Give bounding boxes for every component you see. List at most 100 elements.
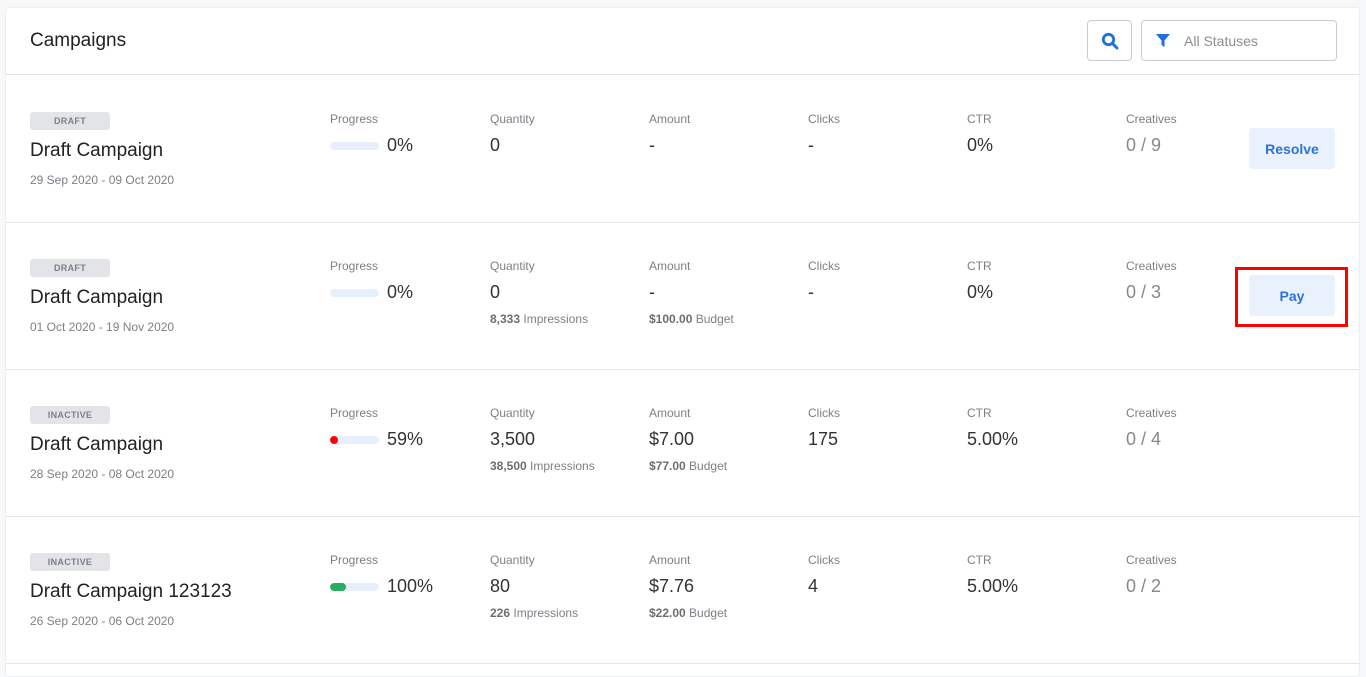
creatives-total: / 4 [1141,429,1162,449]
ctr-label: CTR [967,406,992,420]
clicks-label: Clicks [808,406,840,420]
campaign-dates: 28 Sep 2020 - 08 Oct 2020 [30,467,175,481]
progress-column: Progress 0% [330,112,413,156]
search-icon [1101,32,1118,49]
ctr-label: CTR [967,259,992,273]
creatives-column: Creatives 0 / 4 [1126,406,1177,450]
search-button[interactable] [1087,20,1132,61]
progress-value: 59% [387,429,424,449]
budget-label: Budget [689,606,728,620]
quantity-column: Quantity 0 [490,112,535,156]
creatives-label: Creatives [1126,553,1177,567]
ctr-value: 0% [967,135,994,155]
clicks-label: Clicks [808,553,840,567]
status-badge: INACTIVE [30,553,110,571]
creatives-total: / 9 [1141,135,1162,155]
quantity-value: 3,500 [490,429,536,449]
amount-value: - [649,135,655,155]
quantity-label: Quantity [490,112,535,126]
clicks-label: Clicks [808,112,840,126]
creatives-label: Creatives [1126,259,1177,273]
creatives-column: Creatives 0 / 2 [1126,553,1177,597]
progress-label: Progress [330,259,379,273]
amount-column: Amount $7.00 $77.00 Budget [649,406,727,473]
impressions-label: Impressions [513,606,579,620]
impressions-info: 38,500 Impressions [490,459,595,473]
progress-bar [330,435,379,444]
impressions-label: Impressions [523,312,589,326]
amount-label: Amount [649,112,691,126]
budget-amount: $77.00 [649,459,686,473]
amount-value: - [649,282,655,302]
campaign-row[interactable]: INACTIVE Draft Campaign 28 Sep 2020 - 08… [6,370,1359,517]
progress-column: Progress 0% [330,259,413,303]
campaign-name[interactable]: Draft Campaign [30,140,164,161]
status-badge: DRAFT [30,259,110,277]
amount-column: Amount $7.76 $22.00 Budget [649,553,727,620]
progress-bar [330,141,379,150]
status-badge: DRAFT [30,112,110,130]
impressions-count: 226 [490,606,511,620]
progress-label: Progress [330,406,379,420]
quantity-column: Quantity 0 8,333 Impressions [490,259,588,326]
quantity-label: Quantity [490,259,535,273]
impressions-label: Impressions [530,459,595,473]
campaign-row[interactable]: DRAFT Draft Campaign 01 Oct 2020 - 19 No… [6,223,1359,370]
progress-bar [330,582,379,591]
campaign-dates: 26 Sep 2020 - 06 Oct 2020 [30,614,175,628]
resolve-button[interactable]: Resolve [1249,128,1335,169]
creatives-total: / 3 [1141,282,1162,302]
amount-label: Amount [649,259,691,273]
budget-info: $22.00 Budget [649,606,727,620]
progress-bar-fill [330,582,347,591]
clicks-column: Clicks 175 [808,406,840,450]
campaign-name[interactable]: Draft Campaign 123123 [30,581,232,602]
status-badge: INACTIVE [30,406,110,424]
campaign-row[interactable]: DRAFT Draft Campaign 29 Sep 2020 - 09 Oc… [6,76,1359,223]
creatives-done: 0 [1126,576,1137,596]
clicks-column: Clicks 4 [808,553,840,597]
campaign-dates: 01 Oct 2020 - 19 Nov 2020 [30,320,175,334]
quantity-column: Quantity 3,500 38,500 Impressions [490,406,595,473]
creatives-done: 0 [1126,429,1137,449]
campaign-row[interactable]: INACTIVE Draft Campaign 123123 26 Sep 20… [6,517,1359,664]
quantity-label: Quantity [490,406,535,420]
progress-bar-fill [330,435,338,444]
campaign-name[interactable]: Draft Campaign [30,287,164,308]
progress-label: Progress [330,553,379,567]
amount-label: Amount [649,406,691,420]
impressions-info: 8,333 Impressions [490,312,588,326]
amount-value: $7.00 [649,429,695,449]
ctr-value: 5.00% [967,429,1019,449]
status-filter-select[interactable]: All Statuses [1141,20,1337,61]
budget-amount: $22.00 [649,606,686,620]
amount-label: Amount [649,553,691,567]
ctr-label: CTR [967,553,992,567]
impressions-count: 8,333 [490,312,521,326]
highlight-box [1235,267,1348,327]
status-filter-value: All Statuses [1184,32,1258,49]
ctr-column: CTR 5.00% [967,406,1018,450]
clicks-value: - [808,282,814,302]
quantity-label: Quantity [490,553,535,567]
ctr-value: 5.00% [967,576,1019,596]
progress-value: 0% [387,282,414,302]
clicks-column: Clicks - [808,112,840,156]
pay-button[interactable]: Pay [1249,275,1335,316]
quantity-value: 0 [490,282,501,302]
clicks-value: - [808,135,814,155]
card-header: Campaigns All Statuses [6,8,1359,75]
creatives-column: Creatives 0 / 9 [1126,112,1177,156]
ctr-column: CTR 5.00% [967,553,1018,597]
ctr-label: CTR [967,112,992,126]
impressions-info: 226 Impressions [490,606,578,620]
creatives-label: Creatives [1126,112,1177,126]
ctr-column: CTR 0% [967,112,993,156]
amount-column: Amount - $100.00 Budget [649,259,734,326]
ctr-column: CTR 0% [967,259,993,303]
progress-column: Progress 59% [330,406,423,450]
progress-value: 0% [387,135,414,155]
creatives-label: Creatives [1126,406,1177,420]
campaigns-card: Campaigns All Statuses DRAFT Draft Campa… [5,7,1360,677]
campaign-name[interactable]: Draft Campaign [30,434,164,455]
